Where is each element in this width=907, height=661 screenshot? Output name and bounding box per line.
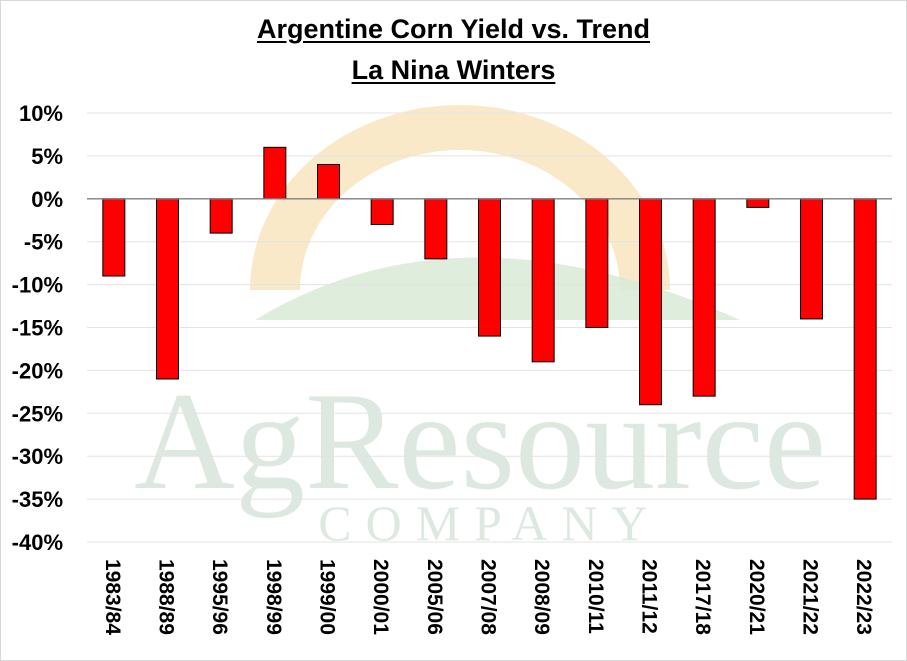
x-axis-tick-labels: 1983/84 1988/89 1995/96 1998/99 1999/00 2000/… <box>101 559 875 635</box>
x-tick-label: 1999/00 <box>316 559 339 635</box>
y-tick-label: -35% <box>12 487 63 512</box>
x-tick-label: 1988/89 <box>155 559 178 635</box>
chart-subtitle: La Nina Winters <box>351 55 556 85</box>
x-tick-label: 2008/09 <box>530 559 553 635</box>
bar-2005-06 <box>424 198 448 260</box>
bar-1983-84 <box>102 198 126 277</box>
bar-2008-09 <box>531 198 555 363</box>
bar-1995-96 <box>209 198 233 234</box>
bar-1999-00 <box>317 163 340 200</box>
bar-1998-99 <box>263 146 287 200</box>
bars <box>102 146 877 500</box>
bar-1988-89 <box>156 198 179 380</box>
x-tick-label: 2000/01 <box>369 559 392 635</box>
x-tick-label: 1998/99 <box>262 559 285 635</box>
x-tick-label: 2005/06 <box>423 559 446 635</box>
y-tick-label: -40% <box>12 530 63 555</box>
y-tick-label: 10% <box>19 101 63 126</box>
bar-2021-22 <box>800 198 823 320</box>
bar-2020-21 <box>746 198 770 208</box>
x-tick-label: 2021/22 <box>799 559 822 635</box>
bar-2007-08 <box>478 198 501 337</box>
y-tick-label: -15% <box>12 316 63 341</box>
x-tick-label: 1995/96 <box>208 559 231 635</box>
bar-2022-23 <box>853 198 877 500</box>
x-tick-label: 2010/11 <box>584 559 607 634</box>
y-tick-label: -5% <box>24 230 63 255</box>
x-tick-label: 2007/08 <box>477 559 500 635</box>
y-tick-label: -20% <box>12 358 63 383</box>
y-tick-label: -30% <box>12 444 63 469</box>
chart-title: Argentine Corn Yield vs. Trend <box>256 14 651 44</box>
x-tick-label: 2011/12 <box>638 559 661 634</box>
watermark-sub-text: COMPANY <box>318 495 661 551</box>
y-tick-label: 0% <box>31 187 63 212</box>
gridlines <box>87 112 892 543</box>
bar-2017-18 <box>692 198 716 397</box>
bar-2011-12 <box>639 198 662 406</box>
x-tick-label: 2020/21 <box>745 559 768 635</box>
y-tick-label: -25% <box>12 401 63 426</box>
bar-2010-11 <box>585 198 609 328</box>
y-tick-label: -10% <box>12 273 63 298</box>
watermark-sun <box>250 105 670 290</box>
y-axis-tick-labels: 10% 5% 0% -5% -10% -15% -20% -25% -30% -35% -40% <box>12 101 63 555</box>
x-tick-label: 2017/18 <box>691 559 714 635</box>
x-tick-label: 1983/84 <box>101 559 124 635</box>
y-tick-label: 5% <box>31 144 63 169</box>
x-tick-label: 2022/23 <box>852 559 875 635</box>
bar-2000-01 <box>370 198 394 226</box>
